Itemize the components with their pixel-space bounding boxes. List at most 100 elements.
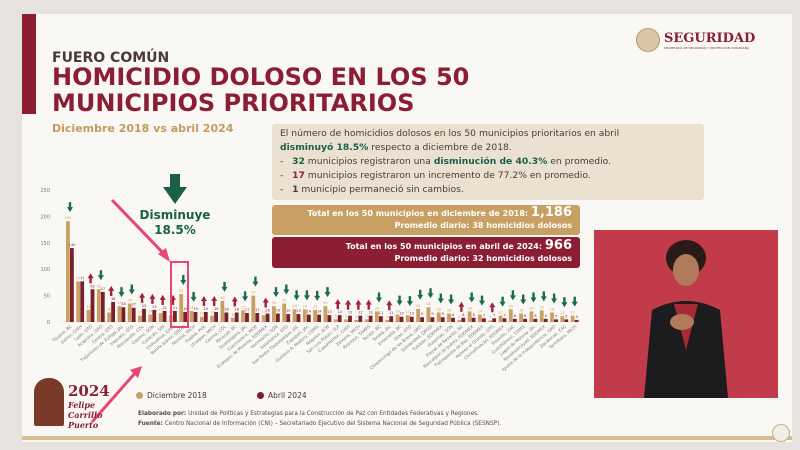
trend-down-icon — [530, 297, 537, 303]
y-tick-label: 0 — [47, 320, 50, 326]
trend-down-icon — [417, 294, 424, 300]
data-label-dec: 4 — [355, 315, 358, 319]
trend-down-icon — [499, 301, 506, 307]
trend-down-icon — [180, 280, 187, 286]
total-dec-value: 1,186 — [530, 205, 572, 220]
trend-down-icon — [376, 297, 382, 303]
trend-down-icon — [293, 295, 300, 301]
y-tick-label: 250 — [40, 188, 50, 194]
data-label-dec: 40 — [220, 296, 224, 300]
portrait-icon — [34, 378, 64, 426]
bar-dec-2018 — [313, 309, 317, 322]
data-label-apr: 5 — [555, 314, 557, 318]
trend-down-icon — [130, 284, 133, 291]
bar-dec-2018 — [86, 309, 91, 322]
bar-apr-2024 — [121, 307, 126, 322]
data-label-dec: 13 — [406, 310, 410, 314]
trend-down-icon — [429, 288, 432, 295]
eagle-seal-icon — [636, 28, 660, 52]
data-label-apr: 12 — [358, 311, 362, 315]
bar-apr-2024 — [245, 313, 249, 322]
bar-apr-2024 — [224, 312, 229, 322]
bar-dec-2018 — [66, 221, 70, 322]
bar-dec-2018 — [282, 303, 287, 322]
data-label-dec: 5 — [366, 314, 368, 318]
data-label-dec: 16 — [519, 309, 523, 313]
bar-apr-2024 — [80, 281, 85, 322]
data-label-apr: 19 — [183, 307, 187, 311]
bar-apr-2024 — [543, 318, 548, 322]
total-dec-box: Total en los 50 municipios en diciembre … — [272, 205, 580, 235]
data-label-apr: 12 — [368, 311, 372, 315]
data-label-dec: 22 — [241, 305, 245, 309]
legend-apr: Abril 2024 — [257, 391, 307, 400]
bar-dec-2018 — [189, 310, 194, 322]
trend-up-icon — [233, 300, 236, 307]
data-label-dec: 24 — [509, 304, 514, 308]
sign-language-interpreter-video — [594, 230, 778, 398]
bullet-same: - 1 municipio permaneció sin cambios. — [280, 184, 464, 195]
bar-dec-2018 — [220, 300, 225, 322]
bar-dec-2018 — [107, 312, 111, 322]
trend-up-icon — [458, 301, 465, 307]
data-label-dec: 18 — [107, 307, 111, 311]
bar-apr-2024 — [337, 315, 342, 322]
bar-apr-2024 — [389, 316, 394, 322]
trend-up-icon — [89, 277, 92, 284]
data-label-dec: 62 — [97, 284, 101, 288]
seguridad-logo: SEGURIDAD SECRETARÍA DE SEGURIDAD Y PROT… — [636, 28, 755, 52]
trend-down-icon — [223, 281, 226, 288]
bar-apr-2024 — [183, 311, 188, 322]
total-apr-value: 966 — [544, 238, 572, 253]
bar-dec-2018 — [416, 308, 420, 322]
data-label-dec: 12 — [210, 311, 214, 315]
trend-up-icon — [200, 295, 207, 301]
trend-up-icon — [140, 296, 144, 303]
trend-down-icon — [99, 270, 103, 277]
y-tick-label: 200 — [40, 214, 50, 220]
bar-apr-2024 — [214, 311, 218, 322]
bar-apr-2024 — [265, 313, 270, 322]
data-label-apr: 7 — [503, 313, 505, 317]
trend-down-icon — [97, 275, 104, 281]
bar-apr-2024 — [574, 319, 579, 322]
pointer-arrow-icon — [110, 198, 170, 262]
data-label-apr: 4 — [576, 315, 579, 319]
total-dec-label: Total en los 50 municipios en diciembre … — [307, 209, 531, 218]
trend-down-icon — [118, 292, 125, 298]
legend-label: Abril 2024 — [268, 391, 307, 400]
trend-down-icon — [439, 293, 442, 300]
data-label-apr: 9 — [442, 312, 444, 316]
trend-down-icon — [295, 290, 298, 297]
bar-apr-2024 — [327, 315, 332, 322]
bar-apr-2024 — [234, 312, 239, 322]
data-label-dec: 18 — [550, 307, 554, 311]
trend-up-icon — [262, 297, 269, 303]
summary-text: respecto a diciembre de 2018. — [368, 142, 512, 153]
trend-down-icon — [398, 295, 401, 302]
trend-up-icon — [231, 296, 238, 302]
bullet-highlight: disminución de 40.3% — [433, 156, 548, 167]
bar-dec-2018 — [539, 310, 544, 322]
data-label-dec: 12 — [570, 311, 574, 315]
data-label-apr: 77 — [80, 276, 84, 280]
data-label-apr: 23 — [152, 305, 156, 309]
trend-up-icon — [334, 299, 341, 305]
trend-down-icon — [274, 287, 278, 294]
trend-down-icon — [221, 286, 228, 292]
y-tick-label: 150 — [40, 241, 50, 247]
bar-dec-2018 — [508, 309, 513, 322]
data-label-dec: 11 — [560, 311, 564, 315]
trend-up-icon — [460, 305, 463, 312]
bar-dec-2018 — [230, 317, 235, 322]
trend-up-icon — [386, 300, 393, 306]
trend-up-icon — [365, 299, 372, 305]
data-label-apr: 6 — [534, 314, 536, 318]
data-label-apr: 10 — [410, 312, 414, 316]
bar-apr-2024 — [296, 314, 301, 322]
data-label-dec: 12 — [498, 311, 502, 315]
trend-up-icon — [171, 298, 175, 305]
bar-apr-2024 — [512, 318, 517, 322]
data-label-dec: 20 — [467, 306, 471, 310]
data-label-apr: 9 — [421, 312, 423, 316]
